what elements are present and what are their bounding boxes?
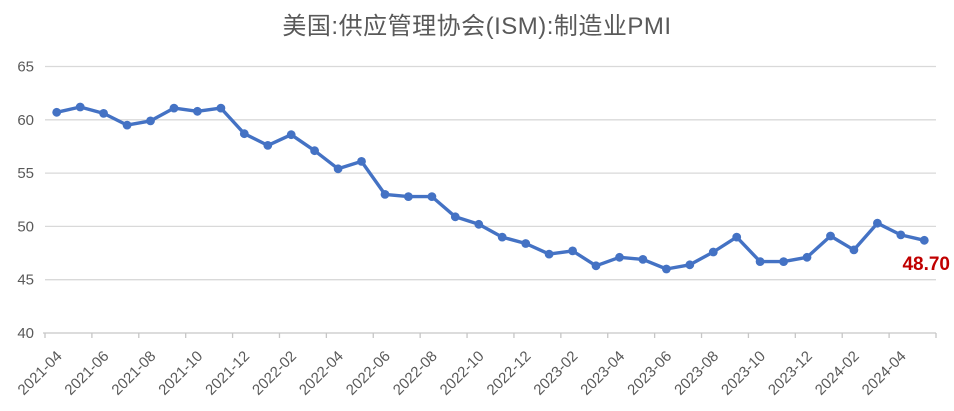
- data-point-marker: [708, 247, 718, 257]
- x-axis-tick-label: 2021-06: [61, 348, 112, 399]
- last-value-label: 48.70: [902, 254, 950, 275]
- x-axis-tick-label: 2022-12: [484, 348, 535, 399]
- data-point-marker: [755, 257, 765, 266]
- x-axis-tick-label: 2022-04: [296, 348, 347, 399]
- y-axis-tick-label: 50: [17, 218, 34, 235]
- data-point-marker: [427, 192, 437, 202]
- data-point-marker: [802, 252, 812, 262]
- x-axis-tick-label: 2021-08: [108, 348, 159, 399]
- data-point-marker: [779, 257, 788, 266]
- x-axis-tick-label: 2023-04: [577, 348, 628, 399]
- data-point-marker: [169, 103, 179, 113]
- data-point-marker: [263, 141, 273, 150]
- y-axis-tick-label: 45: [17, 272, 34, 289]
- x-axis-tick-label: 2023-12: [765, 348, 816, 399]
- data-point-marker: [568, 246, 577, 256]
- data-point-marker: [732, 232, 742, 242]
- x-axis-tick-label: 2024-02: [812, 348, 863, 399]
- x-axis-tick-label: 2023-06: [624, 348, 675, 399]
- data-point-marker: [52, 107, 62, 117]
- x-axis-tick-label: 2022-10: [437, 348, 488, 399]
- data-point-marker: [216, 103, 226, 113]
- data-point-marker: [896, 230, 906, 240]
- data-point-marker: [615, 252, 624, 262]
- y-axis-tick-label: 55: [17, 165, 34, 182]
- data-point-marker: [310, 146, 319, 156]
- data-point-marker: [521, 239, 531, 248]
- data-point-marker: [497, 232, 507, 242]
- data-point-marker: [591, 261, 601, 271]
- data-point-marker: [544, 249, 554, 259]
- data-point-marker: [826, 231, 835, 241]
- x-axis-tick-label: 2021-10: [155, 348, 206, 399]
- data-point-marker: [873, 218, 882, 228]
- data-point-marker: [849, 245, 859, 255]
- x-axis-tick-label: 2021-04: [15, 348, 66, 399]
- data-point-marker: [404, 192, 413, 202]
- x-axis-tick-label: 2023-08: [671, 348, 722, 399]
- data-point-marker: [357, 157, 366, 166]
- x-axis-tick-label: 2024-04: [859, 348, 910, 399]
- y-axis-tick-label: 65: [17, 59, 34, 76]
- x-axis-tick-label: 2021-12: [202, 348, 253, 399]
- y-axis-tick-label: 60: [17, 112, 34, 129]
- x-axis-tick-label: 2023-10: [718, 348, 769, 399]
- data-point-marker: [75, 102, 85, 112]
- x-axis-tick-label: 2022-06: [343, 348, 394, 399]
- data-point-marker: [919, 235, 929, 245]
- data-point-marker: [193, 106, 202, 116]
- y-axis-tick-label: 40: [17, 325, 34, 342]
- data-point-marker: [662, 264, 671, 274]
- data-point-marker: [450, 212, 460, 222]
- x-axis-tick-label: 2023-02: [530, 348, 581, 399]
- data-point-marker: [638, 255, 648, 264]
- data-point-marker: [685, 260, 695, 270]
- data-point-marker: [474, 219, 484, 229]
- pmi-line-series: [55, 105, 926, 271]
- x-axis-tick-label: 2022-08: [390, 348, 441, 399]
- data-point-marker: [122, 120, 132, 130]
- data-point-marker: [333, 164, 343, 174]
- chart-title: 美国:供应管理协会(ISM):制造业PMI: [282, 13, 672, 40]
- data-point-marker: [146, 116, 155, 126]
- data-point-marker: [239, 129, 249, 139]
- data-point-marker: [286, 130, 296, 140]
- data-point-marker: [380, 190, 390, 199]
- data-point-marker: [99, 109, 108, 118]
- x-axis-tick-label: 2022-02: [249, 348, 300, 399]
